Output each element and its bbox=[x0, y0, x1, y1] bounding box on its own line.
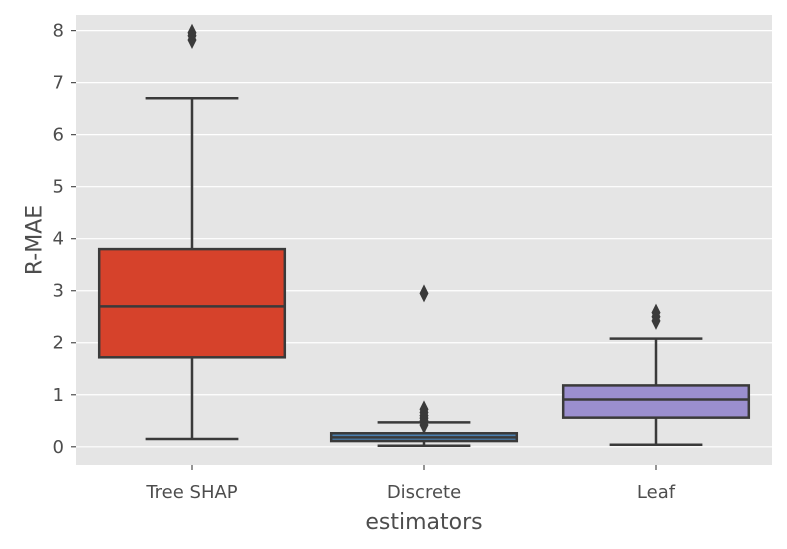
y-tick-label: 6 bbox=[53, 125, 64, 146]
box-leaf bbox=[561, 303, 751, 446]
box-iqr bbox=[561, 384, 751, 419]
outlier-point bbox=[187, 23, 197, 42]
outlier-point bbox=[651, 303, 661, 322]
box-discrete bbox=[329, 284, 519, 448]
box-tree-shap bbox=[97, 23, 287, 441]
y-tick-label: 8 bbox=[53, 21, 64, 42]
outlier-point bbox=[419, 284, 429, 303]
y-tick-label: 5 bbox=[53, 177, 64, 198]
x-axis-label: estimators bbox=[365, 510, 482, 535]
y-tick-label: 7 bbox=[53, 73, 64, 94]
x-tick-label: Discrete bbox=[387, 482, 461, 503]
x-axis-ticks: Tree SHAP Discrete Leaf bbox=[145, 465, 676, 503]
y-tick-label: 2 bbox=[53, 333, 64, 354]
boxes bbox=[97, 23, 751, 448]
y-tick-label: 1 bbox=[53, 385, 64, 406]
box-iqr bbox=[97, 247, 287, 359]
y-tick-label: 0 bbox=[53, 437, 64, 458]
y-tick-label: 4 bbox=[53, 229, 64, 250]
y-tick-label: 3 bbox=[53, 281, 64, 302]
x-tick-label: Tree SHAP bbox=[145, 482, 237, 503]
y-axis-ticks: 0 1 2 3 4 5 6 7 8 bbox=[53, 21, 76, 458]
y-axis-label: R-MAE bbox=[23, 205, 48, 275]
x-tick-label: Leaf bbox=[637, 482, 676, 503]
outlier-point bbox=[419, 400, 429, 419]
